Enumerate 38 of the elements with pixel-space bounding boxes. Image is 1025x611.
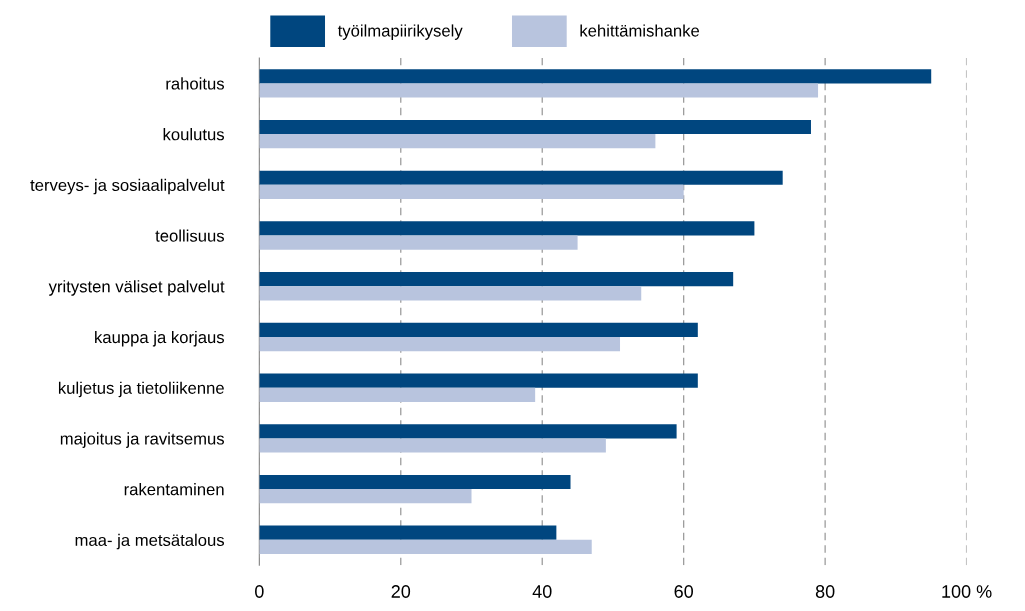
x-tick-label: 80	[815, 585, 835, 598]
bar	[259, 83, 819, 98]
bar	[259, 119, 811, 135]
x-tick-label: 100 %	[942, 585, 992, 598]
y-tick-label: majoitus ja ravitsemus	[60, 432, 225, 448]
x-tick-label: 0	[255, 585, 264, 598]
bar	[259, 235, 578, 250]
bar	[259, 525, 557, 540]
bar	[259, 489, 472, 504]
bar	[259, 474, 571, 490]
bar	[259, 134, 656, 149]
x-tick-label: 60	[674, 585, 694, 598]
legend-label: työilmapiirikysely	[337, 24, 463, 40]
bar	[259, 387, 536, 402]
y-tick-label: yritysten väliset palvelut	[48, 280, 225, 296]
y-tick-label: koulutus	[163, 128, 225, 141]
bar	[259, 424, 677, 439]
legend-label: kehittämishanke	[580, 24, 700, 37]
bar	[259, 539, 592, 555]
y-tick-label: rahoitus	[166, 77, 225, 90]
bar	[259, 272, 734, 287]
bar	[259, 221, 755, 236]
bar	[259, 322, 698, 337]
y-tick-label: kuljetus ja tietoliikenne	[58, 381, 224, 398]
x-tick-label: 20	[391, 585, 411, 598]
y-tick-label: teollisuus	[155, 229, 224, 242]
bar	[259, 438, 606, 453]
bar	[259, 69, 932, 84]
y-tick-label: maa- ja metsätalous	[75, 533, 225, 550]
bar	[259, 336, 621, 352]
x-tick-label: 40	[532, 585, 552, 598]
bar	[259, 373, 698, 388]
bar	[259, 170, 783, 185]
bar	[259, 286, 642, 301]
y-tick-label: terveys- ja sosiaalipalvelut	[30, 178, 225, 195]
y-tick-label: kauppa ja korjaus	[95, 330, 225, 347]
y-tick-label: rakentaminen	[124, 483, 224, 496]
bar	[259, 184, 684, 200]
